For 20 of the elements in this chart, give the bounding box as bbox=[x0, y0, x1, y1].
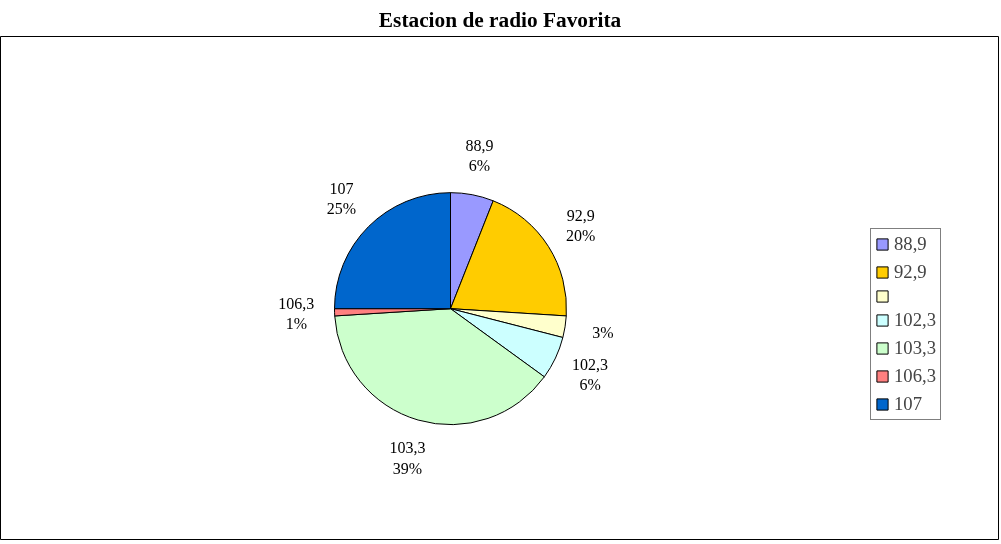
legend-label: 88,9 bbox=[894, 233, 927, 255]
legend-label: 106,3 bbox=[894, 365, 936, 387]
chart-title: Estacion de radio Favorita bbox=[378, 7, 622, 32]
legend-label: 103,3 bbox=[894, 337, 936, 359]
legend-label: 92,9 bbox=[894, 261, 927, 283]
data-label: 39% bbox=[392, 459, 423, 477]
slice-label: 107 bbox=[329, 180, 354, 198]
legend-label: 102,3 bbox=[894, 309, 936, 331]
data-label: 6% bbox=[468, 157, 491, 175]
data-label: 3% bbox=[592, 324, 614, 342]
slice-label: 103,3 bbox=[389, 439, 426, 457]
data-label: 20% bbox=[566, 226, 596, 244]
slice-label: 88,9 bbox=[465, 137, 494, 155]
data-label: 1% bbox=[285, 315, 307, 333]
slice-label: 102,3 bbox=[572, 356, 609, 374]
data-label: 6% bbox=[579, 376, 601, 394]
legend-label: 107 bbox=[894, 393, 922, 415]
slice-label: 106,3 bbox=[278, 294, 315, 312]
slice-label: 92,9 bbox=[566, 206, 595, 224]
data-label: 25% bbox=[326, 200, 357, 218]
